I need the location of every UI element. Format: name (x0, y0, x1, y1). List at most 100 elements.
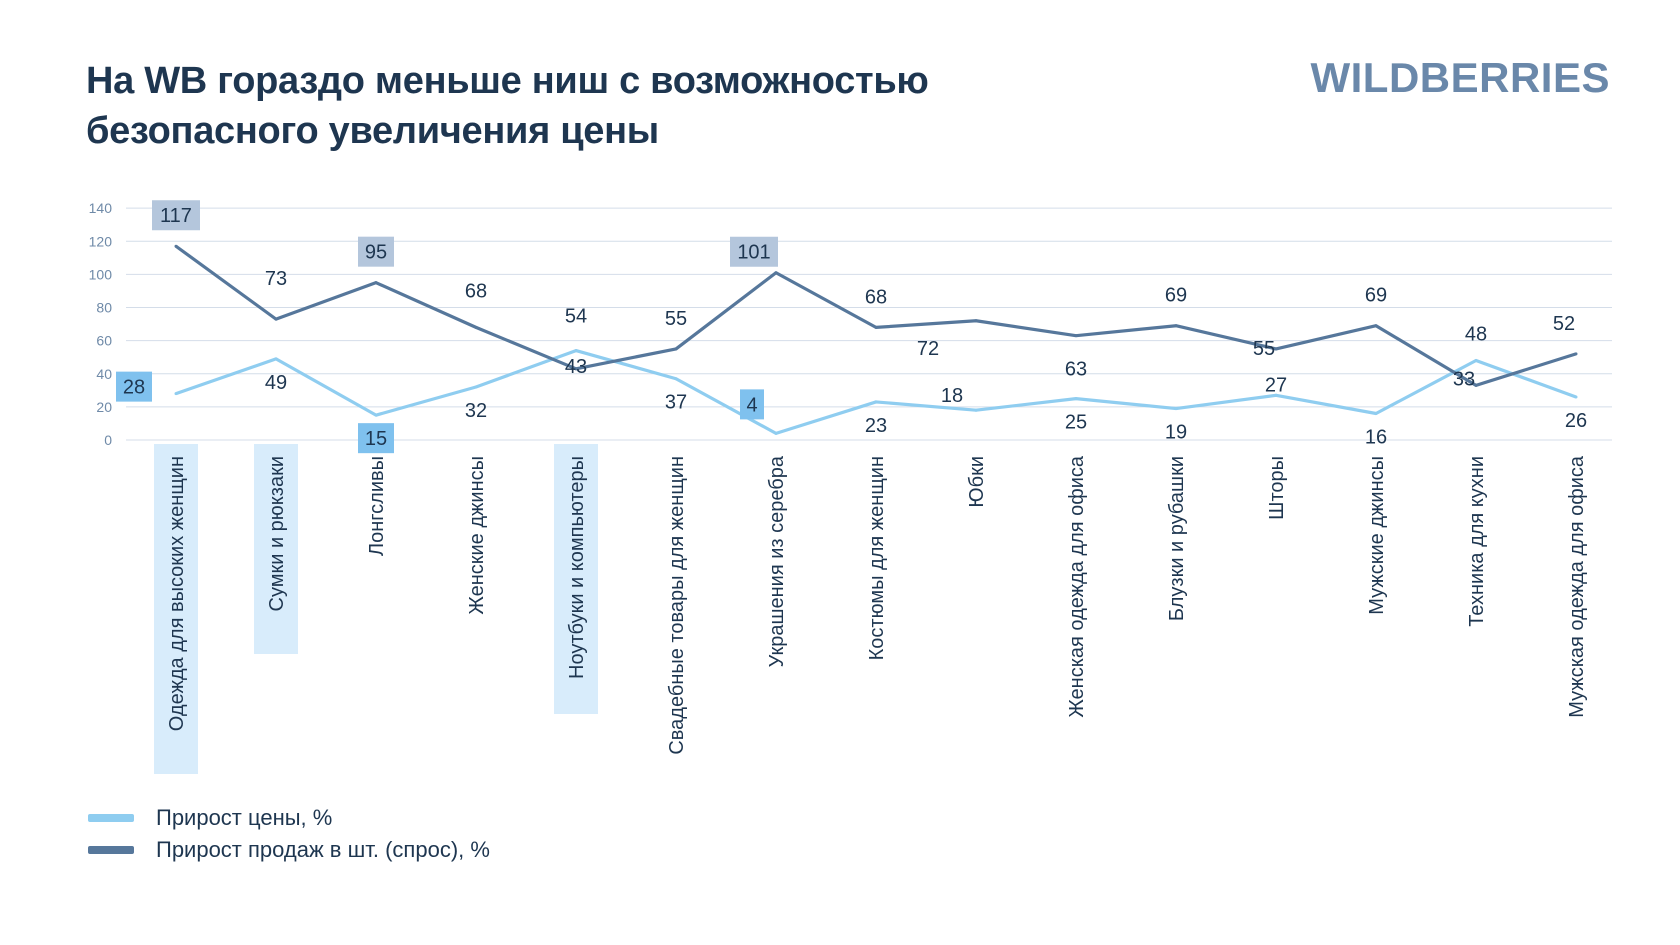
data-point-demand (1474, 383, 1478, 387)
data-label-price: 18 (941, 385, 963, 407)
data-label-demand: 101 (737, 242, 770, 264)
title-line-2: безопасного увеличения цены (86, 110, 659, 152)
data-point-price (1374, 412, 1378, 416)
x-category-label: Юбки (966, 456, 988, 508)
data-point-demand (974, 319, 978, 323)
data-label-price: 19 (1165, 422, 1187, 444)
x-category-label: Блузки и рубашки (1166, 456, 1188, 621)
data-label-price: 48 (1465, 324, 1487, 346)
data-label-price: 23 (865, 415, 887, 437)
x-category-label: Мужские джинсы (1366, 456, 1388, 615)
data-point-demand (474, 325, 478, 329)
y-tick-label: 120 (89, 233, 113, 249)
data-label-price: 37 (665, 392, 687, 414)
data-label-demand: 52 (1553, 313, 1575, 335)
data-label-box-price (116, 371, 152, 402)
data-point-price (1174, 407, 1178, 411)
data-label-demand: 63 (1065, 359, 1087, 381)
data-point-price (1474, 359, 1478, 363)
data-label-box-demand (358, 236, 394, 267)
data-label-price: 16 (1365, 427, 1387, 449)
legend-item-price: Прирост цены, % (88, 802, 490, 834)
category-highlight (254, 444, 298, 654)
data-label-price: 26 (1565, 410, 1587, 432)
data-label-demand: 95 (365, 242, 387, 264)
data-label-demand: 73 (265, 268, 287, 290)
data-label-demand: 55 (665, 308, 687, 330)
x-category-label: Женские джинсы (466, 456, 488, 615)
data-point-demand (374, 281, 378, 285)
x-category-label: Костюмы для женщин (866, 456, 888, 660)
y-tick-label: 0 (104, 432, 112, 448)
brand-logo: WILDBERRIES (1310, 54, 1610, 101)
data-label-box-demand (730, 236, 778, 267)
y-tick-label: 140 (89, 200, 113, 216)
data-label-box-demand (152, 200, 200, 231)
data-point-price (374, 413, 378, 417)
data-point-price (274, 357, 278, 361)
data-point-demand (1374, 324, 1378, 328)
data-point-demand (1574, 352, 1578, 356)
category-highlight (154, 444, 198, 774)
x-category-label: Мужская одежда для офиса (1566, 455, 1588, 718)
data-point-price (1574, 395, 1578, 399)
data-point-price (574, 349, 578, 353)
data-label-demand: 33 (1453, 368, 1475, 390)
data-label-demand: 43 (565, 356, 587, 378)
data-point-demand (574, 367, 578, 371)
data-label-box-price (358, 423, 394, 454)
data-label-price: 32 (465, 400, 487, 422)
x-category-label: Женская одежда для офиса (1066, 455, 1088, 718)
y-tick-label: 100 (89, 266, 113, 282)
data-point-price (174, 392, 178, 396)
y-tick-label: 60 (96, 333, 112, 349)
data-label-price: 4 (746, 394, 757, 416)
x-category-label: Украшения из серебра (766, 455, 788, 667)
data-label-demand: 72 (917, 338, 939, 360)
data-label-price: 27 (1265, 374, 1287, 396)
title-line-1: На WB гораздо меньше ниш с возможностью (86, 60, 929, 102)
series-line-demand (175, 244, 1577, 387)
data-point-demand (274, 317, 278, 321)
data-label-price: 49 (265, 372, 287, 394)
legend-label-demand: Прирост продаж в шт. (спрос), % (156, 837, 490, 862)
data-point-price (774, 431, 778, 435)
legend-item-demand: Прирост продаж в шт. (спрос), % (88, 834, 490, 866)
data-point-demand (874, 325, 878, 329)
data-label-price: 25 (1065, 412, 1087, 434)
data-label-demand: 69 (1165, 285, 1187, 307)
data-point-price (474, 385, 478, 389)
x-category-label: Ноутбуки и компьютеры (566, 456, 588, 679)
data-label-demand: 68 (865, 286, 887, 308)
chart-legend: Прирост цены, % Прирост продаж в шт. (сп… (88, 802, 490, 866)
data-label-price: 15 (365, 428, 387, 450)
data-label-demand: 55 (1253, 338, 1275, 360)
legend-swatch-price (88, 814, 134, 822)
data-point-price (974, 408, 978, 412)
x-category-label: Свадебные товары для женщин (666, 456, 688, 755)
x-category-label: Техника для кухни (1466, 456, 1488, 627)
x-category-label: Одежда для высоких женщин (166, 456, 188, 731)
data-label-price: 28 (123, 377, 145, 399)
data-point-demand (174, 244, 178, 248)
data-point-demand (774, 271, 778, 275)
legend-swatch-demand (88, 846, 134, 854)
legend-label-price: Прирост цены, % (156, 805, 333, 830)
data-point-price (674, 377, 678, 381)
y-tick-label: 40 (96, 366, 112, 382)
data-point-demand (674, 347, 678, 351)
x-category-label: Сумки и рюкзаки (266, 456, 288, 612)
data-label-demand: 68 (465, 280, 487, 302)
data-point-price (1074, 397, 1078, 401)
x-category-label: Шторы (1266, 456, 1288, 520)
data-point-demand (1274, 347, 1278, 351)
y-tick-label: 20 (96, 399, 112, 415)
data-point-price (874, 400, 878, 404)
data-point-price (1274, 393, 1278, 397)
data-label-demand: 69 (1365, 285, 1387, 307)
data-label-price: 54 (565, 306, 587, 328)
y-tick-label: 80 (96, 300, 112, 316)
category-highlight (554, 444, 598, 714)
data-point-demand (1074, 334, 1078, 338)
x-category-label: Лонгсливы (366, 456, 388, 556)
